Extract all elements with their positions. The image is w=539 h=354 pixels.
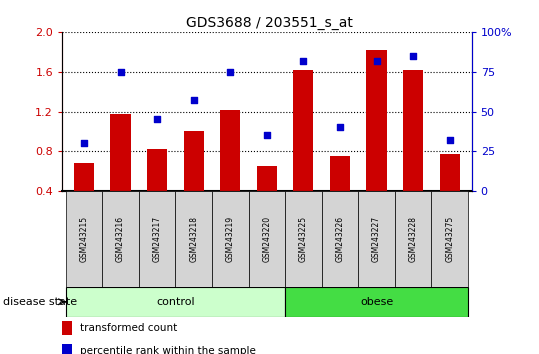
Text: GSM243275: GSM243275 [445, 216, 454, 262]
Bar [110, 114, 130, 191]
Point [299, 58, 308, 63]
Bar [330, 156, 350, 191]
Point [226, 69, 234, 75]
FancyBboxPatch shape [431, 191, 468, 287]
FancyBboxPatch shape [175, 191, 212, 287]
Bar [257, 166, 277, 191]
FancyBboxPatch shape [285, 191, 322, 287]
Point [336, 125, 344, 130]
FancyBboxPatch shape [395, 191, 431, 287]
FancyBboxPatch shape [248, 191, 285, 287]
Point [445, 137, 454, 143]
Point [262, 132, 271, 138]
Bar [62, 344, 72, 354]
Bar [62, 321, 72, 335]
Text: GSM243220: GSM243220 [262, 216, 271, 262]
FancyBboxPatch shape [212, 191, 248, 287]
Point [80, 141, 88, 146]
Bar [440, 154, 460, 191]
Bar [403, 70, 423, 191]
Text: GSM243215: GSM243215 [79, 216, 88, 262]
Text: transformed count: transformed count [80, 323, 177, 333]
Point [153, 117, 161, 122]
Text: percentile rank within the sample: percentile rank within the sample [80, 346, 256, 354]
Text: GSM243228: GSM243228 [409, 216, 418, 262]
FancyBboxPatch shape [358, 191, 395, 287]
Bar [184, 131, 204, 191]
Text: GSM243225: GSM243225 [299, 216, 308, 262]
FancyBboxPatch shape [285, 287, 468, 317]
Text: obese: obese [360, 297, 393, 307]
Text: disease state: disease state [3, 297, 77, 307]
Point [409, 53, 417, 58]
Bar [74, 163, 94, 191]
Text: GSM243218: GSM243218 [189, 216, 198, 262]
Text: GSM243216: GSM243216 [116, 216, 125, 262]
Point [116, 69, 125, 75]
FancyBboxPatch shape [139, 191, 175, 287]
Text: GSM243217: GSM243217 [153, 216, 162, 262]
Point [189, 97, 198, 103]
Bar [220, 109, 240, 191]
Text: GSM243219: GSM243219 [226, 216, 234, 262]
Point [372, 58, 381, 63]
FancyBboxPatch shape [66, 287, 285, 317]
Text: GDS3688 / 203551_s_at: GDS3688 / 203551_s_at [186, 16, 353, 30]
FancyBboxPatch shape [322, 191, 358, 287]
Text: control: control [156, 297, 195, 307]
Bar [147, 149, 167, 191]
Bar [293, 70, 314, 191]
Bar [367, 50, 386, 191]
Text: GSM243227: GSM243227 [372, 216, 381, 262]
FancyBboxPatch shape [66, 191, 102, 287]
FancyBboxPatch shape [102, 191, 139, 287]
Text: GSM243226: GSM243226 [335, 216, 344, 262]
